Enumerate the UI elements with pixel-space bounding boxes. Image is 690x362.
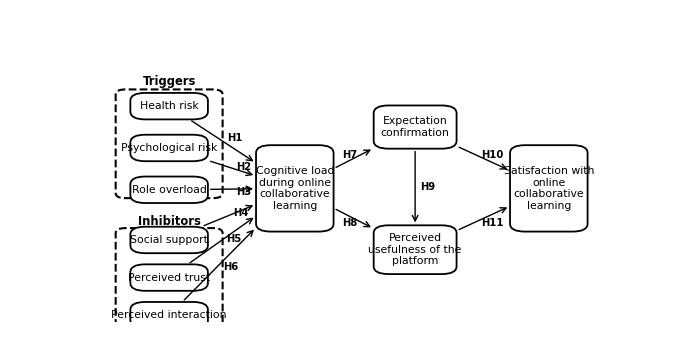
Text: H11: H11 — [481, 218, 503, 228]
FancyBboxPatch shape — [130, 264, 208, 291]
Text: H5: H5 — [226, 234, 242, 244]
FancyBboxPatch shape — [130, 135, 208, 161]
Text: Inhibitors: Inhibitors — [138, 215, 201, 228]
FancyBboxPatch shape — [130, 177, 208, 203]
Text: H3: H3 — [236, 187, 251, 197]
Text: H2: H2 — [236, 162, 251, 172]
FancyBboxPatch shape — [374, 225, 457, 274]
Text: H1: H1 — [227, 134, 242, 143]
Text: H7: H7 — [342, 150, 357, 160]
FancyBboxPatch shape — [116, 228, 223, 327]
Text: Perceived interaction: Perceived interaction — [111, 310, 227, 320]
FancyBboxPatch shape — [116, 89, 223, 198]
Text: Psychological risk: Psychological risk — [121, 143, 217, 153]
Text: H10: H10 — [481, 150, 503, 160]
Text: Perceived trust: Perceived trust — [128, 273, 210, 283]
Text: Satisfaction with
online
collaborative
learning: Satisfaction with online collaborative l… — [504, 166, 594, 211]
Text: Perceived
usefulness of the
platform: Perceived usefulness of the platform — [368, 233, 462, 266]
Text: Triggers: Triggers — [142, 75, 196, 88]
Text: Social support: Social support — [130, 235, 208, 245]
Text: Expectation
confirmation: Expectation confirmation — [381, 116, 450, 138]
FancyBboxPatch shape — [130, 93, 208, 119]
FancyBboxPatch shape — [510, 145, 588, 232]
FancyBboxPatch shape — [130, 227, 208, 253]
Text: H6: H6 — [224, 262, 239, 272]
Text: Health risk: Health risk — [140, 101, 199, 111]
Text: Role overload: Role overload — [132, 185, 206, 195]
FancyBboxPatch shape — [130, 302, 208, 328]
FancyBboxPatch shape — [256, 145, 333, 232]
FancyBboxPatch shape — [374, 105, 457, 149]
Text: H4: H4 — [233, 208, 248, 218]
Text: H9: H9 — [420, 182, 435, 192]
Text: H8: H8 — [342, 218, 357, 228]
Text: Cognitive load
during online
collaborative
learning: Cognitive load during online collaborati… — [255, 166, 334, 211]
